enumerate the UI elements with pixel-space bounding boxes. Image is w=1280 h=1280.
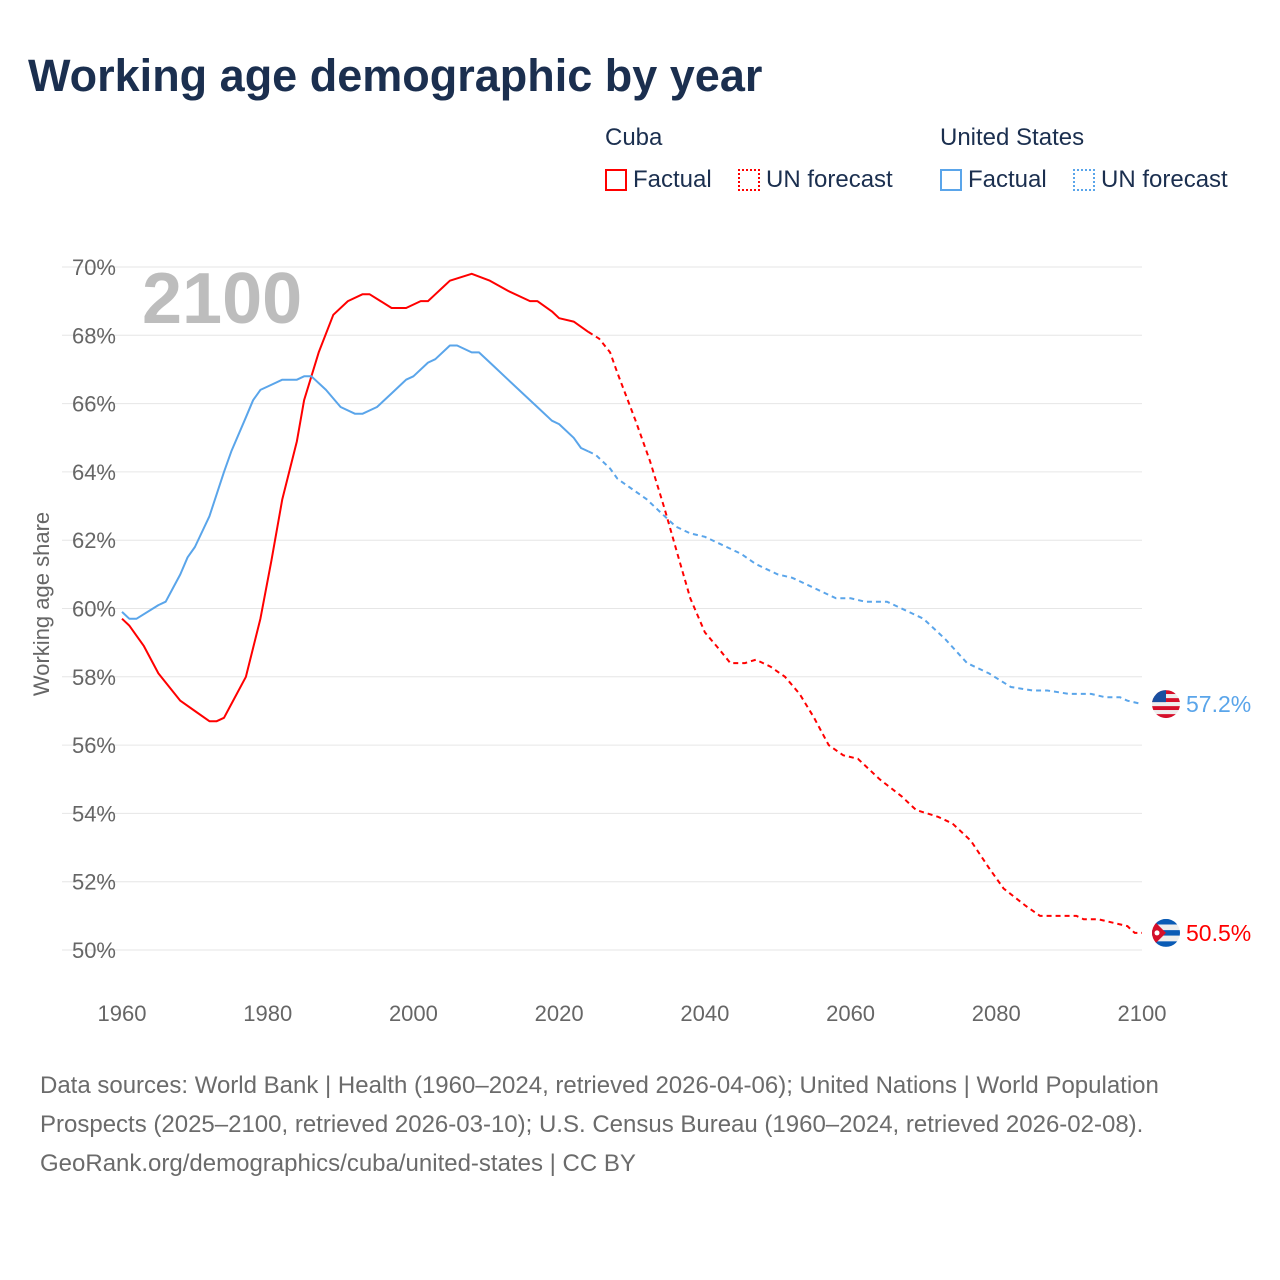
y-tick-label: 50% [72, 938, 116, 963]
legend-us-forecast[interactable]: UN forecast [1073, 166, 1228, 194]
year-label: 2100 [142, 259, 302, 339]
cuba-end-label: 50.5% [1186, 920, 1251, 946]
x-tick-label: 2020 [535, 1001, 584, 1026]
y-tick-label: 56% [72, 733, 116, 758]
x-tick-label: 2060 [826, 1001, 875, 1026]
legend-swatch-solid [605, 169, 627, 191]
footer: Data sources: World Bank | Health (1960–… [40, 1066, 1240, 1183]
credit-link[interactable]: GeoRank.org/demographics/cuba/united-sta… [40, 1150, 636, 1177]
cuba-forecast-line [587, 331, 1142, 934]
x-tick-label: 2040 [680, 1001, 729, 1026]
y-tick-label: 62% [72, 528, 116, 553]
flag-stripe [1152, 702, 1180, 707]
flag-stripe [1152, 714, 1180, 719]
legend-label: UN forecast [766, 166, 893, 193]
y-tick-label: 66% [72, 392, 116, 417]
united-states-flag-icon [1152, 690, 1180, 719]
legend-label: Factual [633, 166, 712, 193]
y-tick-label: 54% [72, 801, 116, 826]
y-tick-label: 64% [72, 460, 116, 485]
legend-group-us: United States [940, 124, 1085, 151]
x-tick-label: 1980 [243, 1001, 292, 1026]
flag-stripe [1152, 941, 1180, 947]
flag-canton [1152, 690, 1166, 703]
flag-stripe [1152, 710, 1180, 715]
x-tick-label: 1960 [98, 1001, 147, 1026]
flag-star [1154, 930, 1160, 936]
y-tick-label: 52% [72, 870, 116, 895]
legend-us-factual[interactable]: Factual [940, 166, 1047, 194]
data-sources: Data sources: World Bank | Health (1960–… [40, 1072, 1159, 1138]
y-tick-label: 70% [72, 255, 116, 280]
legend-label: Factual [968, 166, 1047, 193]
legend-swatch-dotted [738, 169, 760, 191]
united-states-forecast-line [587, 450, 1143, 706]
y-tick-label: 58% [72, 665, 116, 690]
legend-group-cuba: Cuba [605, 124, 663, 151]
flag-body [1152, 690, 1180, 719]
y-tick-label: 60% [72, 597, 116, 622]
united-states-factual-line [121, 344, 589, 620]
united-states-end-label: 57.2% [1186, 691, 1251, 717]
legend-cuba-forecast[interactable]: UN forecast [738, 166, 893, 194]
legend-swatch-dotted [1073, 169, 1095, 191]
flag-stripe [1152, 706, 1180, 711]
legend-swatch-solid [940, 169, 962, 191]
flag-stripe [1152, 924, 1180, 931]
flag-body [1152, 918, 1180, 947]
cuba-flag-icon [1152, 918, 1180, 947]
x-tick-label: 2100 [1118, 1001, 1167, 1026]
legend-cuba-factual[interactable]: Factual [605, 166, 712, 194]
flag-stripe [1152, 935, 1180, 942]
legend-label: UN forecast [1101, 166, 1228, 193]
page-title: Working age demographic by year [28, 50, 763, 101]
x-tick-label: 2000 [389, 1001, 438, 1026]
flag-stripe [1152, 918, 1180, 925]
cuba-factual-line [121, 272, 589, 723]
y-tick-label: 68% [72, 323, 116, 348]
x-tick-label: 2080 [972, 1001, 1021, 1026]
line-chart: 50% 52% 54% 56% 58% 60% 62% 64% 66% 68% 70% 1960 198… [62, 255, 1251, 1026]
